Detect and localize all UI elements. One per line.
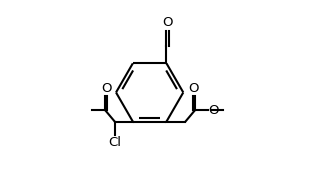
- Text: O: O: [188, 82, 199, 95]
- Text: Cl: Cl: [108, 136, 121, 149]
- Text: O: O: [208, 104, 219, 117]
- Text: O: O: [101, 82, 112, 95]
- Text: O: O: [162, 16, 173, 29]
